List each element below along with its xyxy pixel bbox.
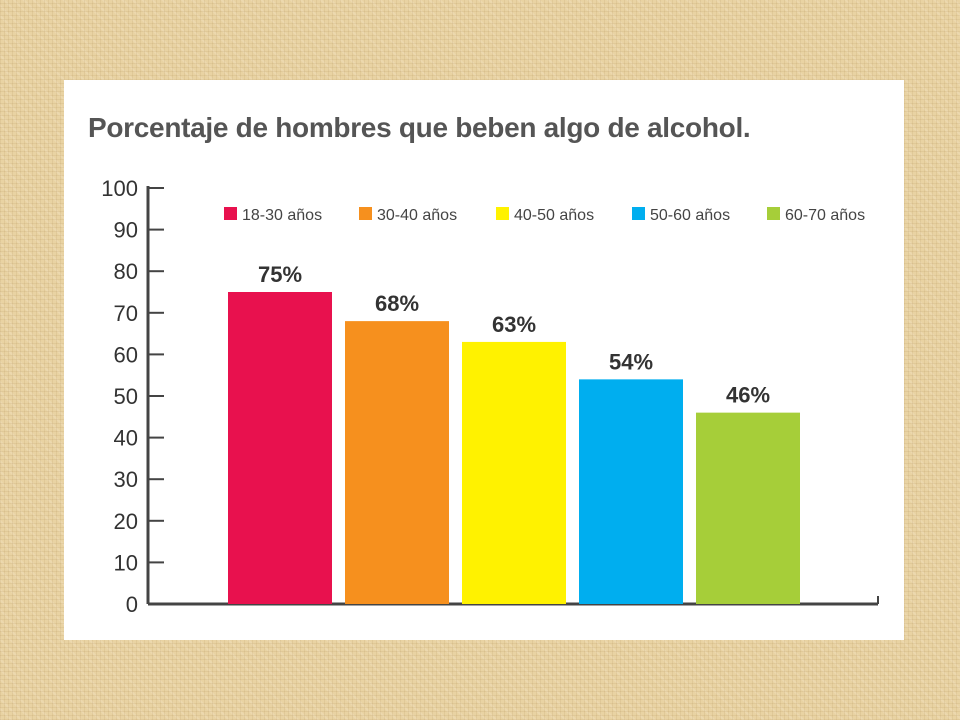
y-tick-label: 40 <box>114 426 138 451</box>
data-label-2: 68% <box>375 291 419 316</box>
legend-label-2: 30-40 años <box>377 207 457 224</box>
chart-panel: Porcentaje de hombres que beben algo de … <box>64 80 904 640</box>
bars <box>228 292 800 604</box>
data-label-5: 46% <box>726 383 770 408</box>
legend-swatch-5 <box>767 207 780 220</box>
y-tick-label: 50 <box>114 384 138 409</box>
y-tick-label: 0 <box>126 592 138 617</box>
legend-swatch-3 <box>496 207 509 220</box>
y-tick-label: 10 <box>114 550 138 575</box>
data-labels: 75% 68% 63% 54% 46% <box>258 262 770 408</box>
y-tick-label: 80 <box>114 259 138 284</box>
data-label-1: 75% <box>258 262 302 287</box>
data-label-4: 54% <box>609 349 653 374</box>
legend-swatch-4 <box>632 207 645 220</box>
bar-3 <box>462 341 566 604</box>
legend-label-5: 60-70 años <box>785 207 865 224</box>
legend-swatch-2 <box>359 207 372 220</box>
legend-label-1: 18-30 años <box>242 207 322 224</box>
y-tick-label: 100 <box>101 176 138 201</box>
y-tick-label: 20 <box>114 509 138 534</box>
bar-5 <box>696 412 800 604</box>
legend-label-4: 50-60 años <box>650 207 730 224</box>
bar-chart: 0 10 20 30 40 50 60 70 80 90 100 75% 68% 63% 54% 46% 1… <box>101 176 879 617</box>
y-tick-label: 70 <box>114 301 138 326</box>
legend: 18-30 años 30-40 años 40-50 años 50-60 años… <box>224 207 865 224</box>
legend-label-3: 40-50 años <box>514 207 594 224</box>
y-tick-label: 90 <box>114 218 138 243</box>
bar-1 <box>228 292 332 604</box>
legend-swatch-1 <box>224 207 237 220</box>
bar-4 <box>579 379 683 604</box>
y-tick-label: 30 <box>114 467 138 492</box>
y-tick-label: 60 <box>114 342 138 367</box>
data-label-3: 63% <box>492 312 536 337</box>
chart-title: Porcentaje de hombres que beben algo de … <box>88 112 751 143</box>
bar-2 <box>345 321 449 604</box>
